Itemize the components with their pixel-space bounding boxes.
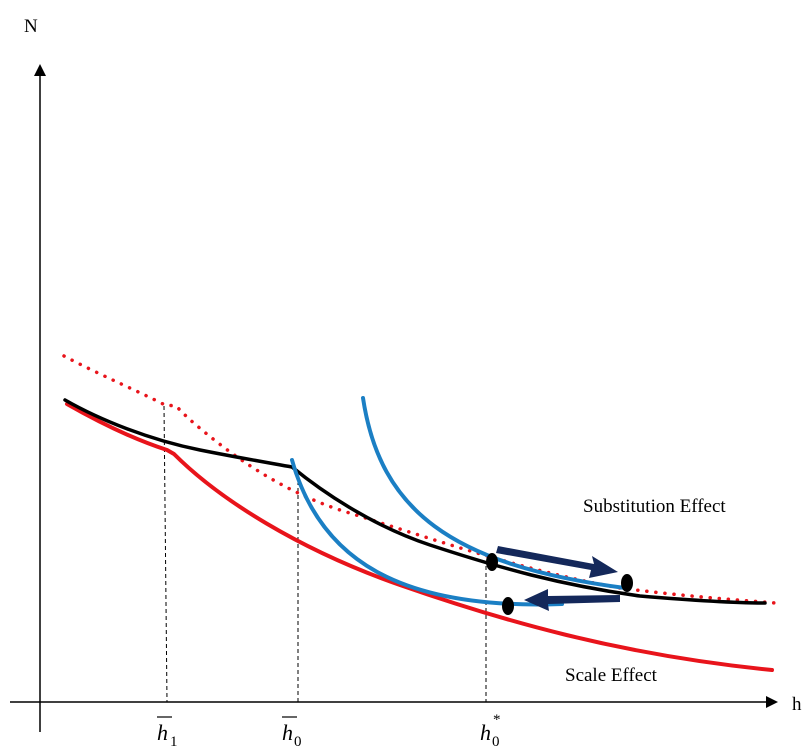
tick-superscript: * [493,712,501,728]
blue-curve-upper [361,396,627,590]
tick-h0-star: h * 0 [480,712,501,750]
scale-arrow [524,589,620,611]
tick-h0-bar: h 0 [282,716,302,750]
point-scale [502,597,514,615]
tick-base: h [157,720,168,745]
tick-subscript: 1 [170,734,178,750]
tick-subscript: 0 [492,734,500,750]
substitution-arrow [496,546,618,578]
substitution-effect-label: Substitution Effect [583,496,726,517]
tick-h1-bar: h 1 [157,716,178,750]
tick-subscript: 0 [294,734,302,750]
scale-effect-label: Scale Effect [565,665,658,686]
tick-base: h [282,720,293,745]
y-axis-label: N [24,16,38,37]
blue-curve-lower [290,458,564,607]
red-dotted-curve [62,354,777,605]
point-initial [486,553,498,571]
x-axis-label: h [792,694,802,715]
red-solid-curve [65,402,774,672]
point-substitution [621,574,633,592]
black-curve [63,398,767,605]
guide-h1-bar [163,405,168,703]
tick-base: h [480,720,491,745]
